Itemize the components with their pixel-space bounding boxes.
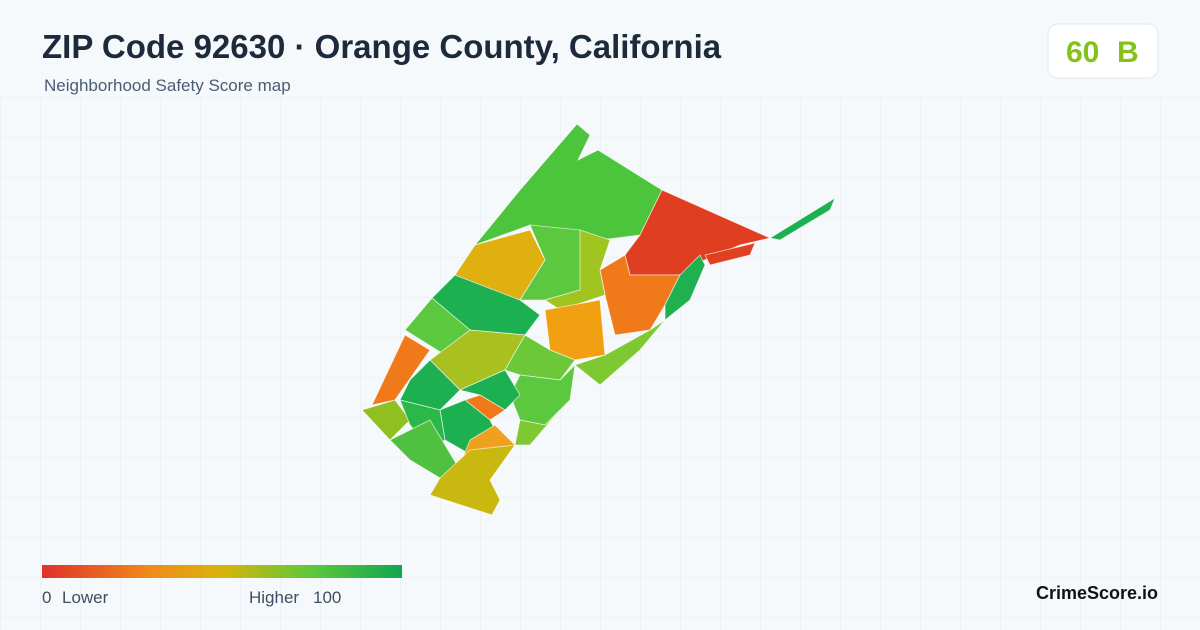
score-grade: B	[1117, 36, 1139, 69]
title: ZIP Code 92630 · Orange County, Californ…	[42, 28, 722, 65]
map	[361, 123, 836, 516]
legend-max: 100	[313, 588, 341, 607]
legend-min: 0	[42, 588, 51, 607]
brand: CrimeScore.io	[1036, 583, 1158, 603]
score-value: 60	[1066, 36, 1099, 69]
subtitle: Neighborhood Safety Score map	[44, 76, 291, 95]
legend-gradient	[42, 565, 402, 578]
legend-max-label: Higher	[249, 588, 299, 607]
score-badge	[1047, 23, 1159, 79]
legend-min-label: Lower	[62, 588, 109, 607]
